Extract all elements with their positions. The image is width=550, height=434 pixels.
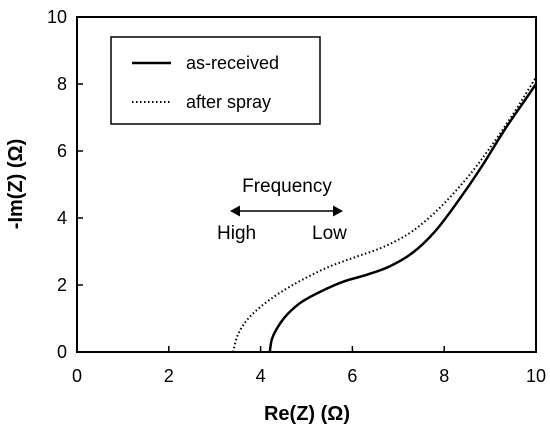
x-tick-label: 10 — [526, 366, 546, 386]
x-tick-label: 6 — [347, 366, 357, 386]
frequency-arrow-right-head — [333, 205, 343, 217]
frequency-label: Frequency — [242, 176, 332, 197]
series-line-after-spray — [232, 76, 537, 353]
low-label: Low — [312, 223, 347, 244]
y-axis-title: -Im(Z) (Ω) — [5, 139, 27, 229]
x-tick-label: 0 — [72, 366, 82, 386]
x-axis: 0 2 4 6 8 10 — [72, 346, 546, 386]
y-axis: 0 2 4 6 8 10 — [47, 7, 83, 362]
series-layer — [232, 76, 538, 353]
x-tick-label: 2 — [164, 366, 174, 386]
x-tick-label: 4 — [256, 366, 266, 386]
y-tick-label: 6 — [57, 141, 67, 161]
frequency-annotation: Frequency High Low — [217, 176, 347, 244]
y-tick-label: 4 — [57, 208, 67, 228]
x-tick-label: 8 — [439, 366, 449, 386]
series-line-as-received — [268, 83, 538, 353]
y-tick-label: 10 — [47, 7, 67, 27]
high-label: High — [217, 223, 256, 244]
legend-label-as-received: as-received — [186, 53, 279, 73]
legend-box — [110, 36, 321, 125]
legend-label-after-spray: after spray — [186, 92, 271, 112]
y-tick-label: 8 — [57, 74, 67, 94]
legend: as-received after spray — [110, 36, 321, 125]
y-tick-label: 2 — [57, 275, 67, 295]
plot-area — [76, 16, 537, 353]
frequency-arrow-left-head — [230, 205, 240, 217]
y-tick-label: 0 — [57, 342, 67, 362]
x-axis-title: Re(Z) (Ω) — [264, 403, 350, 425]
